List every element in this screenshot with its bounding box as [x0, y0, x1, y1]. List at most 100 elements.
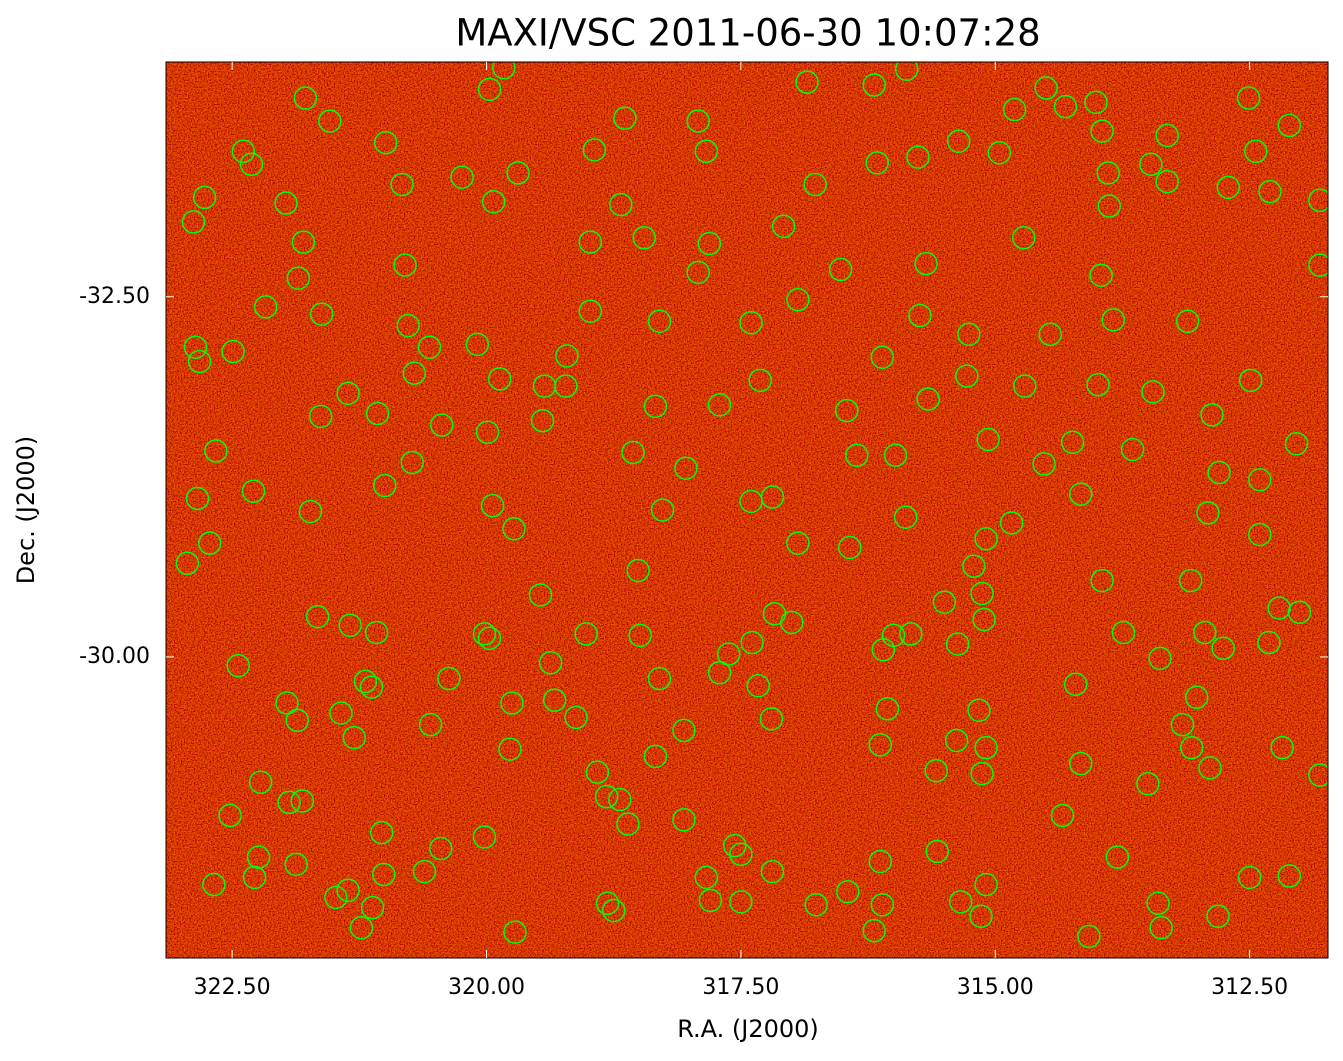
source-circle [554, 374, 578, 398]
source-circle [780, 610, 804, 635]
source-circle [1236, 86, 1261, 110]
source-circle [694, 139, 719, 164]
source-circle [574, 622, 598, 646]
source-circle [275, 691, 299, 715]
source-circle [628, 623, 652, 648]
source-circle [1206, 904, 1230, 928]
source-circle [364, 620, 389, 645]
source-circle [595, 891, 620, 916]
source-circle [477, 626, 502, 650]
source-circle [284, 852, 308, 877]
source-circle [672, 807, 696, 832]
source-circle [647, 666, 672, 691]
source-circle [1149, 915, 1173, 940]
source-circle [1068, 482, 1093, 506]
source-circle [530, 408, 555, 433]
source-circle [698, 888, 723, 913]
source-circle [1101, 308, 1126, 332]
source-circle [360, 895, 385, 920]
source-circle [1170, 712, 1195, 737]
source-circle [336, 878, 360, 903]
source-circle [253, 295, 278, 319]
source-circle [1063, 672, 1088, 697]
source-circle [1050, 803, 1075, 828]
source-circle [472, 622, 497, 646]
source-circle [338, 613, 362, 637]
x-tick-label: 315.00 [957, 975, 1034, 1000]
source-circle [412, 859, 437, 884]
source-circle [643, 744, 668, 769]
source-circle [1139, 152, 1163, 177]
source-circle [1198, 756, 1222, 780]
source-circle [1287, 600, 1312, 625]
source-circle [647, 309, 672, 334]
source-circle [828, 257, 853, 282]
source-circle [1155, 169, 1179, 194]
source-circle [286, 266, 311, 290]
source-circle [916, 387, 940, 411]
source-circle [1175, 309, 1200, 334]
source-circle [946, 129, 971, 153]
source-circle [862, 73, 886, 97]
source-circle [970, 761, 994, 786]
source-circle [231, 139, 256, 164]
source-circle [1013, 374, 1037, 398]
source-circle [970, 581, 994, 606]
source-circle [1211, 636, 1235, 661]
source-circle [999, 511, 1024, 535]
source-circle [948, 890, 973, 914]
source-circle [1097, 194, 1121, 218]
source-circle [204, 439, 228, 463]
source-circle [277, 790, 301, 815]
source-circle [290, 789, 315, 813]
source-circle [899, 622, 923, 646]
source-circle [305, 604, 330, 629]
source-circle [369, 820, 394, 845]
source-circle [944, 728, 969, 753]
source-circle [974, 735, 998, 760]
source-circle [1178, 568, 1203, 593]
source-circle [621, 440, 645, 465]
source-circle [1111, 620, 1136, 645]
y-tick-label: -32.50 [79, 284, 150, 309]
source-circle [1308, 188, 1328, 213]
source-circle [686, 260, 710, 285]
source-circle [748, 368, 772, 393]
source-circle [740, 630, 764, 655]
source-circle [729, 890, 753, 914]
source-circle [418, 712, 443, 737]
source-circle [601, 898, 626, 923]
source-circle [865, 151, 889, 175]
source-circle [309, 302, 334, 326]
source-circle [893, 505, 918, 529]
source-circle [175, 551, 200, 576]
source-circle [1238, 368, 1263, 393]
source-circle [578, 230, 603, 254]
source-circle [349, 915, 374, 940]
source-circle [1244, 139, 1268, 164]
source-circle [1002, 97, 1027, 122]
source-circle [374, 130, 398, 155]
source-circle [503, 920, 527, 944]
source-circle [185, 486, 210, 511]
source-circle [1060, 430, 1085, 455]
source-circle [293, 86, 318, 110]
source-circle [838, 535, 862, 560]
source-circle [686, 109, 710, 133]
source-circle [1184, 685, 1209, 710]
source-circle [1077, 924, 1101, 949]
source-circle [1284, 431, 1309, 456]
source-circle [870, 892, 895, 917]
source-circle [555, 344, 579, 368]
source-circle [870, 345, 895, 370]
source-circle [202, 872, 226, 897]
source-circle [417, 335, 442, 359]
source-circle [803, 172, 827, 197]
source-circle [723, 833, 747, 858]
source-circle [542, 688, 567, 712]
source-circle [396, 313, 420, 338]
source-circle [746, 673, 770, 698]
source-circle [198, 531, 222, 555]
source-circle [353, 669, 378, 694]
